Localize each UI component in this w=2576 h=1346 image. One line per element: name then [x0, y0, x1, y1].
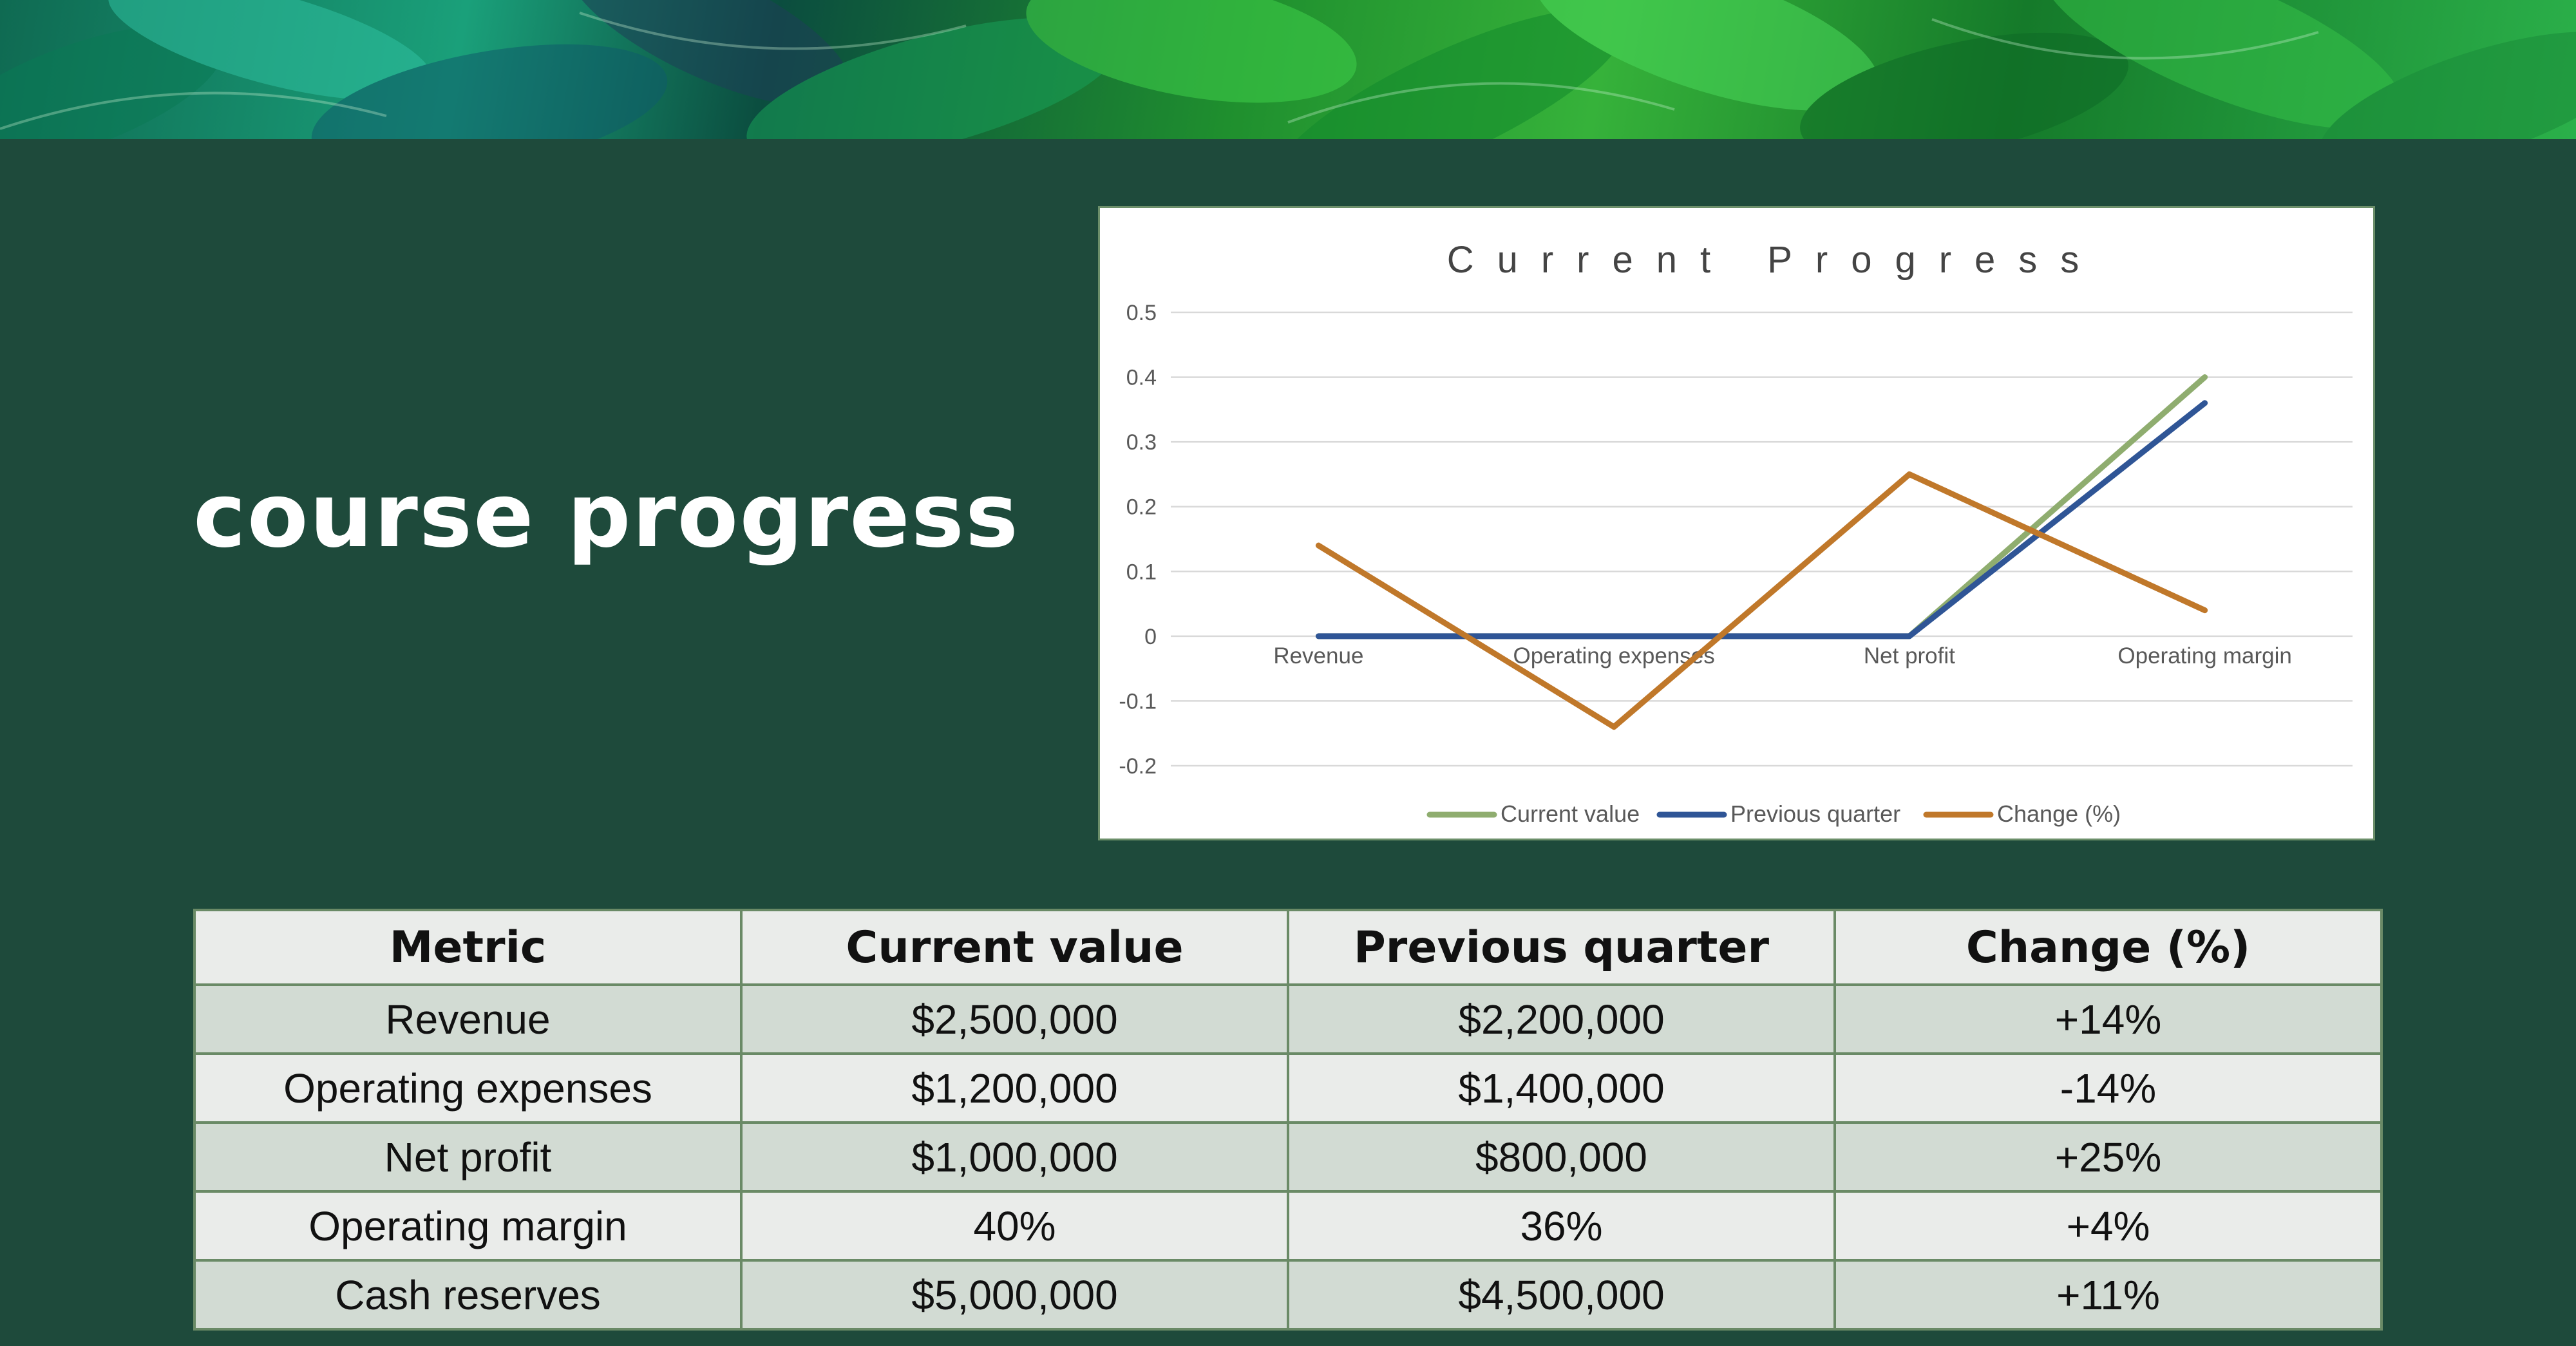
- table-cell: Operating margin: [193, 1190, 743, 1262]
- legend-label: Change (%): [1997, 801, 2121, 827]
- metrics-table: Metric Current value Previous quarter Ch…: [193, 909, 2383, 1331]
- x-tick-label: Operating expenses: [1513, 643, 1714, 668]
- table-row: Net profit $1,000,000 $800,000 +25%: [193, 1121, 2383, 1193]
- table-cell: +11%: [1833, 1259, 2383, 1331]
- y-tick-label: 0.1: [1126, 560, 1157, 584]
- chart-title: Current Progress: [1447, 239, 2103, 281]
- y-tick-label: 0: [1144, 625, 1157, 649]
- table-cell: 36%: [1287, 1190, 1836, 1262]
- header-previous-quarter: Previous quarter: [1287, 909, 1836, 986]
- series-line: [1315, 471, 2208, 730]
- y-tick-label: -0.2: [1119, 754, 1157, 779]
- table-cell: $1,000,000: [740, 1121, 1289, 1193]
- table-cell: $5,000,000: [740, 1259, 1289, 1331]
- table-row: Operating margin 40% 36% +4%: [193, 1190, 2383, 1262]
- table-cell: $2,200,000: [1287, 983, 1836, 1055]
- table-cell: $800,000: [1287, 1121, 1836, 1193]
- table-cell: -14%: [1833, 1052, 2383, 1124]
- table-cell: Revenue: [193, 983, 743, 1055]
- table-cell: $2,500,000: [740, 983, 1289, 1055]
- y-tick-label: 0.4: [1126, 366, 1157, 390]
- table-row: Operating expenses $1,200,000 $1,400,000…: [193, 1052, 2383, 1124]
- table-cell: $4,500,000: [1287, 1259, 1836, 1331]
- legend-label: Current value: [1501, 801, 1640, 827]
- header-metric: Metric: [193, 909, 743, 986]
- header-current-value: Current value: [740, 909, 1289, 986]
- table-cell: +25%: [1833, 1121, 2383, 1193]
- table-cell: Net profit: [193, 1121, 743, 1193]
- table-header-row: Metric Current value Previous quarter Ch…: [193, 909, 2383, 986]
- table-cell: $1,200,000: [740, 1052, 1289, 1124]
- page-title: course progress: [193, 464, 1020, 567]
- x-tick-label: Operating margin: [2117, 643, 2291, 668]
- table-cell: $1,400,000: [1287, 1052, 1836, 1124]
- y-tick-label: -0.1: [1119, 689, 1157, 714]
- y-tick-label: 0.3: [1126, 430, 1157, 455]
- x-tick-label: Revenue: [1273, 643, 1363, 668]
- table-cell: 40%: [740, 1190, 1289, 1262]
- table-cell: +14%: [1833, 983, 2383, 1055]
- table-cell: Cash reserves: [193, 1259, 743, 1331]
- leaf-banner-image: [0, 0, 2576, 139]
- table-cell: +4%: [1833, 1190, 2383, 1262]
- table-row: Cash reserves $5,000,000 $4,500,000 +11%: [193, 1259, 2383, 1331]
- header-change: Change (%): [1833, 909, 2383, 986]
- x-tick-label: Net profit: [1864, 643, 1955, 668]
- table-cell: Operating expenses: [193, 1052, 743, 1124]
- y-tick-label: 0.5: [1126, 301, 1157, 325]
- table-row: Revenue $2,500,000 $2,200,000 +14%: [193, 983, 2383, 1055]
- line-chart: Current Progress 0.5 0.4 0.3 0.2 0.1 0 -0.1 -0.2…: [1098, 206, 2375, 840]
- legend-label: Previous quarter: [1730, 801, 1900, 827]
- y-tick-label: 0.2: [1126, 495, 1157, 520]
